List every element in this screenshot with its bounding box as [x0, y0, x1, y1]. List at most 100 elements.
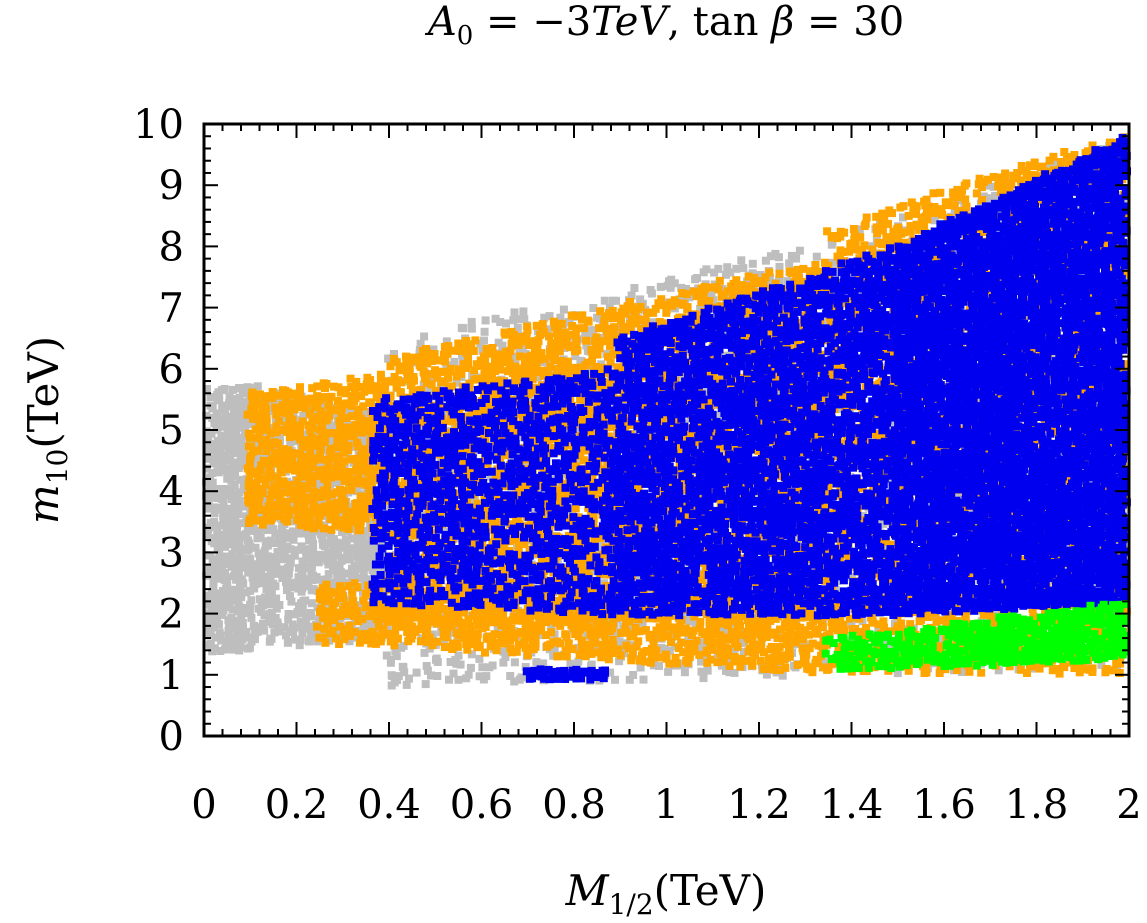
point-gray	[228, 385, 237, 394]
point-gray	[251, 624, 260, 633]
point-gray	[351, 564, 360, 573]
point-gray	[236, 398, 245, 407]
point-orange	[608, 635, 617, 644]
point-gray	[235, 501, 244, 510]
point-gray	[357, 551, 366, 560]
point-gray	[612, 296, 620, 305]
point-orange	[322, 580, 331, 589]
point-orange	[652, 646, 661, 655]
point-gray	[245, 633, 254, 642]
point-gray	[225, 466, 234, 474]
point-gray	[309, 539, 318, 548]
point-gray	[202, 571, 211, 580]
point-gray	[269, 579, 278, 588]
point-orange	[547, 628, 556, 637]
point-gray	[246, 586, 255, 595]
point-gray	[240, 605, 249, 614]
point-gray	[475, 672, 484, 681]
point-gray	[228, 534, 237, 543]
point-gray	[225, 516, 234, 525]
point-gray	[269, 525, 278, 534]
point-gray	[235, 540, 244, 549]
point-gray	[225, 524, 234, 533]
point-orange	[561, 630, 570, 639]
point-gray	[286, 626, 295, 635]
point-gray	[499, 658, 508, 667]
point-gray	[324, 570, 333, 579]
point-gray	[237, 460, 246, 469]
point-gray	[375, 566, 384, 575]
point-gray	[236, 384, 245, 393]
point-orange	[336, 622, 344, 631]
point-gray	[259, 579, 267, 588]
point-gray	[249, 524, 258, 533]
point-gray	[314, 459, 323, 468]
point-gray	[290, 551, 299, 560]
point-orange	[391, 630, 400, 638]
title-beta: β	[769, 0, 794, 45]
point-gray	[467, 317, 476, 326]
point-gray	[257, 569, 265, 578]
point-gray	[529, 394, 537, 403]
point-gray	[216, 449, 225, 458]
point-gray	[343, 569, 352, 578]
point-gray	[298, 604, 307, 612]
point-orange	[283, 517, 292, 526]
point-gray	[263, 541, 272, 550]
point-orange	[349, 596, 358, 605]
point-gray	[220, 465, 228, 474]
point-gray	[373, 545, 382, 554]
point-gray	[655, 662, 663, 670]
point-gray	[206, 393, 215, 401]
point-gray	[308, 576, 317, 585]
point-gray	[433, 672, 442, 680]
point-orange	[334, 383, 343, 392]
point-gray	[210, 486, 219, 495]
point-gray	[203, 598, 211, 607]
point-gray	[680, 668, 689, 677]
point-gray	[221, 451, 230, 460]
point-gray	[559, 305, 568, 314]
point-gray	[264, 552, 272, 561]
point-gray	[311, 553, 320, 562]
point-gray	[217, 636, 226, 645]
point-gray	[272, 559, 281, 568]
point-gray	[247, 613, 256, 622]
point-gray	[521, 663, 530, 671]
point-gray	[323, 556, 332, 565]
point-gray	[394, 672, 403, 681]
point-gray	[508, 353, 517, 362]
point-gray	[214, 570, 223, 579]
point-orange	[288, 429, 297, 438]
point-gray	[232, 527, 241, 536]
point-gray	[210, 503, 219, 512]
point-gray	[339, 553, 347, 562]
point-gray	[466, 663, 475, 672]
point-gray	[251, 543, 260, 552]
point-gray	[287, 578, 296, 587]
point-gray	[284, 569, 293, 578]
point-gray	[235, 536, 244, 545]
point-gray	[341, 535, 350, 544]
point-gray	[235, 475, 244, 484]
point-gray	[420, 332, 429, 341]
point-gray	[226, 585, 235, 594]
point-gray	[220, 401, 229, 410]
point-gray	[359, 622, 368, 631]
point-gray	[235, 628, 244, 637]
point-gray	[330, 578, 339, 587]
point-orange	[341, 497, 349, 506]
point-orange	[353, 583, 362, 592]
point-gray	[221, 409, 230, 418]
point-gray	[454, 675, 463, 684]
point-gray	[209, 459, 218, 468]
point-gray	[275, 434, 284, 443]
point-gray	[235, 488, 244, 497]
point-gray	[222, 584, 231, 593]
title-a-rhs: = −3	[473, 0, 591, 45]
point-gray	[267, 589, 276, 597]
point-gray	[203, 464, 211, 473]
point-gray	[388, 672, 397, 680]
point-orange	[322, 380, 331, 388]
